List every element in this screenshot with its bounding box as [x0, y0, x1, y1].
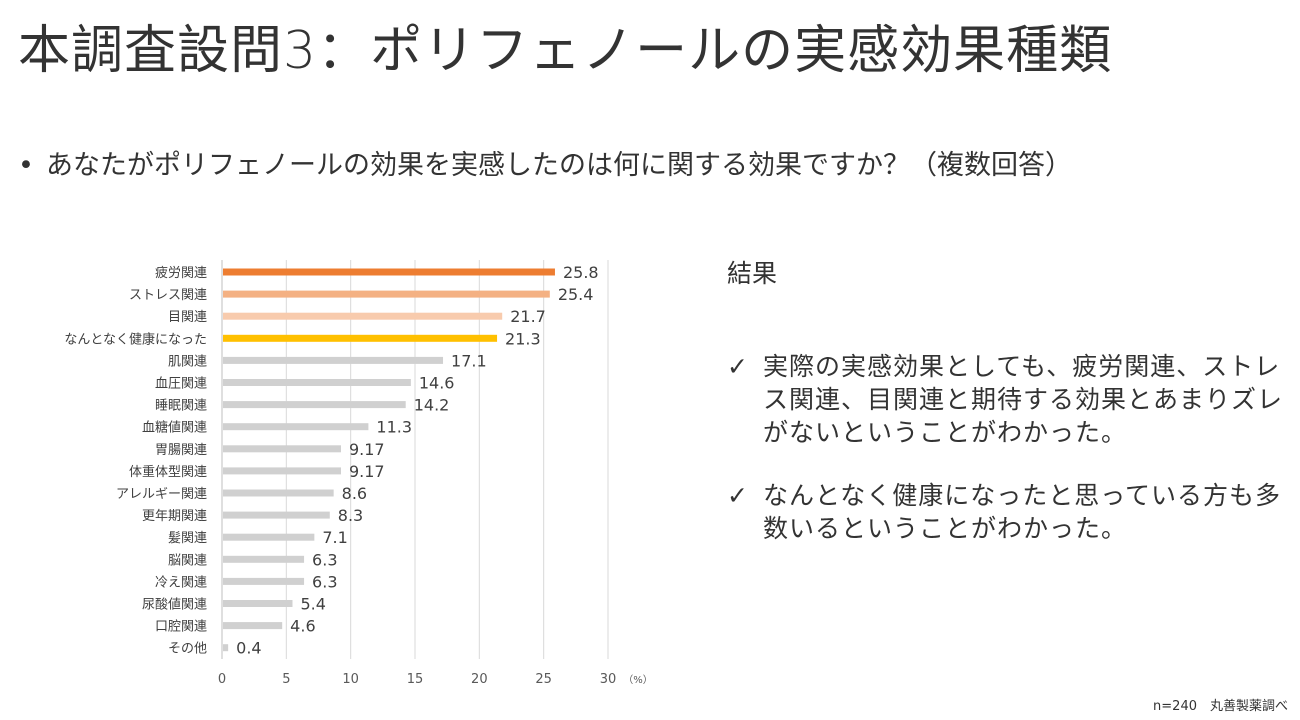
x-tick-label: 5 [282, 672, 290, 687]
result-heading: 結果 [727, 259, 778, 288]
survey-question: • あなたがポリフェノールの効果を実感したのは何に関する効果ですか？（複数回答） [18, 143, 1072, 182]
data-label: 25.4 [558, 285, 594, 304]
data-label: 5.4 [300, 595, 325, 614]
data-label: 17.1 [451, 351, 487, 370]
finding-text: 実際の実感効果としても、疲労関連、ストレス関連、目関連と期待する効果とあまりズレ… [763, 352, 1284, 447]
category-label: 髪関連 [168, 531, 207, 546]
data-label: 25.8 [563, 263, 599, 282]
data-label: 6.3 [312, 572, 337, 591]
category-label: 血糖値関連 [142, 420, 207, 436]
bar [223, 401, 406, 409]
category-label: 口腔関連 [155, 620, 207, 635]
bar [223, 445, 341, 453]
survey-question-text: あなたがポリフェノールの効果を実感したのは何に関する効果ですか？（複数回答） [46, 150, 1072, 181]
bar [223, 423, 369, 431]
bar [223, 622, 283, 630]
bar [223, 334, 498, 342]
data-label: 6.3 [312, 550, 337, 569]
data-label: 8.3 [338, 506, 363, 525]
bar [223, 600, 293, 607]
bar [223, 290, 550, 298]
bar [223, 356, 444, 364]
bar [223, 555, 305, 563]
slide-title: 本調査設問3：ポリフェノールの実感効果種類 [18, 21, 1113, 81]
bar-chart: 0 5 10 15 20 25 30 （%） 疲労関連 25.8 ストレス関連 25.4 目関連 21.7… [64, 260, 653, 687]
data-label: 8.6 [342, 484, 367, 503]
data-label: 14.6 [419, 374, 455, 393]
check-icon: ✓ [727, 481, 749, 510]
category-label: 更年期関連 [142, 509, 207, 524]
data-label: 21.7 [510, 307, 546, 326]
category-label: 脳関連 [168, 553, 207, 568]
category-label: 血圧関連 [155, 377, 207, 392]
category-label: 胃腸関連 [155, 443, 207, 458]
x-tick-label: 0 [218, 672, 226, 687]
x-tick-label: 30 [600, 672, 617, 687]
category-label: 目関連 [168, 310, 207, 325]
x-tick-label: 15 [407, 672, 424, 687]
bar [223, 467, 341, 475]
x-tick-label: 10 [342, 672, 359, 687]
check-icon: ✓ [727, 352, 749, 381]
category-label: その他 [168, 642, 207, 657]
category-label: 尿酸値関連 [142, 597, 207, 613]
category-label: 睡眠関連 [155, 399, 207, 414]
bar [223, 511, 330, 519]
category-label: アレルギー関連 [116, 487, 207, 502]
bar [223, 533, 315, 541]
x-axis-unit-label: （%） [623, 674, 653, 686]
bullet-dot-icon: • [18, 150, 34, 181]
category-label: 肌関連 [168, 354, 207, 369]
x-tick-label: 25 [535, 672, 552, 687]
category-label: 疲労関連 [155, 265, 207, 281]
data-label: 0.4 [236, 639, 261, 658]
bar [223, 489, 334, 497]
data-label: 9.17 [349, 462, 385, 481]
data-label: 7.1 [322, 528, 347, 547]
data-label: 21.3 [505, 329, 541, 348]
bar [223, 268, 555, 276]
data-label: 14.2 [414, 396, 450, 415]
data-label: 4.6 [290, 617, 315, 636]
bar [223, 312, 503, 320]
source-note: n=240 丸善製薬調べ [1153, 699, 1288, 714]
data-label: 9.17 [349, 440, 385, 459]
data-label: 11.3 [376, 418, 412, 437]
findings-list: ✓ 実際の実感効果としても、疲労関連、ストレス関連、目関連と期待する効果とあまり… [727, 350, 1287, 575]
finding-text: なんとなく健康になったと思っている方も多数いるということがわかった。 [763, 481, 1282, 543]
bar [223, 379, 411, 386]
finding-item: ✓ 実際の実感効果としても、疲労関連、ストレス関連、目関連と期待する効果とあまり… [727, 350, 1287, 449]
category-label: 冷え関連 [155, 575, 207, 590]
category-label: ストレス関連 [129, 288, 207, 303]
bar [223, 577, 305, 585]
x-tick-label: 20 [471, 672, 488, 687]
category-label: 体重体型関連 [129, 464, 207, 480]
bar [223, 644, 229, 652]
category-label: なんとなく健康になった [64, 331, 207, 347]
finding-item: ✓ なんとなく健康になったと思っている方も多数いるということがわかった。 [727, 479, 1287, 545]
